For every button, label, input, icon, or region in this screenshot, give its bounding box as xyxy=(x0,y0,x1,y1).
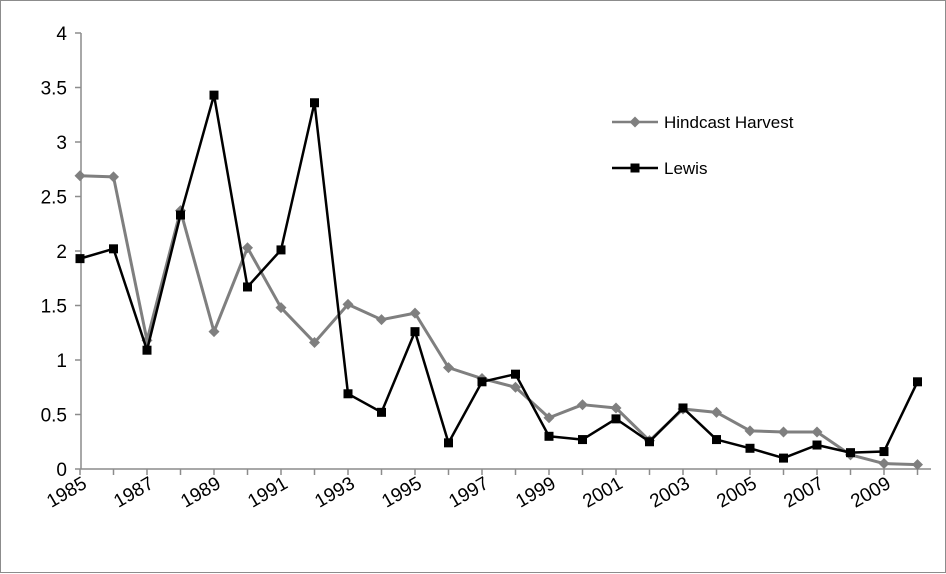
series-line xyxy=(79,93,919,460)
data-point-diamond xyxy=(577,399,588,411)
data-point-square xyxy=(209,90,219,100)
y-tick-label: 2.5 xyxy=(41,188,67,209)
series-line xyxy=(79,174,918,467)
data-point-diamond xyxy=(610,402,622,414)
x-tick-label: 2001 xyxy=(579,473,626,512)
data-point-square xyxy=(310,98,319,108)
data-point-diamond xyxy=(778,426,789,438)
data-point-square xyxy=(176,210,185,220)
series-hindcast-harvest xyxy=(74,170,923,471)
data-point-diamond xyxy=(543,412,555,424)
x-tick-label: 1989 xyxy=(177,473,224,512)
data-point-square xyxy=(578,435,587,445)
data-point-square xyxy=(678,403,688,413)
data-point-diamond xyxy=(443,362,454,374)
x-tick-label: 1995 xyxy=(378,473,425,512)
data-point-diamond xyxy=(510,381,521,393)
x-tick-label: 2005 xyxy=(713,473,760,512)
x-tick-label: 1987 xyxy=(110,473,157,512)
data-point-square xyxy=(75,254,85,264)
x-tick-label: 2003 xyxy=(646,473,693,512)
data-point-diamond xyxy=(811,426,823,438)
data-point-diamond xyxy=(409,307,421,319)
x-tick-label: 1993 xyxy=(311,473,358,512)
data-point-square xyxy=(544,431,554,441)
legend-marker-diamond xyxy=(629,116,641,128)
legend-item-lewis: Lewis xyxy=(612,159,707,178)
data-point-square xyxy=(712,435,721,445)
data-point-diamond xyxy=(309,337,320,349)
data-point-square xyxy=(745,443,755,453)
data-point-diamond xyxy=(744,425,756,437)
data-point-diamond xyxy=(74,170,86,182)
y-tick-label: 2 xyxy=(56,242,67,263)
x-tick-label: 2007 xyxy=(780,473,827,512)
y-tick-label: 1 xyxy=(56,351,67,372)
data-point-square xyxy=(779,453,788,463)
legend: Hindcast Harvest Lewis xyxy=(612,113,794,178)
data-point-diamond xyxy=(275,302,287,314)
data-point-square xyxy=(109,244,118,254)
data-point-square xyxy=(645,437,654,447)
data-point-square xyxy=(913,377,922,387)
legend-label: Lewis xyxy=(664,159,707,178)
data-point-square xyxy=(377,407,386,417)
y-tick-label: 1.5 xyxy=(41,297,67,318)
data-point-diamond xyxy=(208,326,220,338)
data-point-square xyxy=(444,438,453,448)
y-tick-label: 0.5 xyxy=(41,406,67,427)
legend-label: Hindcast Harvest xyxy=(664,113,794,132)
data-point-square xyxy=(846,448,855,458)
data-point-diamond xyxy=(108,171,119,183)
data-point-square xyxy=(511,369,520,379)
data-point-square xyxy=(477,377,487,387)
y-tick-label: 0 xyxy=(56,460,67,481)
data-point-square xyxy=(812,440,822,450)
x-tick-label: 1991 xyxy=(244,473,291,512)
data-point-square xyxy=(142,345,152,355)
y-tick-label: 3 xyxy=(56,133,67,154)
series-lewis xyxy=(75,90,922,463)
legend-item-hindcast-harvest: Hindcast Harvest xyxy=(612,113,794,132)
data-point-square xyxy=(879,447,889,457)
data-point-diamond xyxy=(376,314,387,326)
data-point-square xyxy=(611,414,621,424)
data-point-square xyxy=(343,389,353,399)
data-point-diamond xyxy=(912,459,923,471)
y-tick-label: 3.5 xyxy=(41,79,67,100)
series-layer xyxy=(74,90,923,471)
x-tick-label: 1997 xyxy=(445,473,492,512)
x-tick-label: 1999 xyxy=(512,473,559,512)
data-point-diamond xyxy=(242,242,253,254)
data-point-square xyxy=(276,245,286,255)
legend-marker-square xyxy=(630,163,640,173)
y-tick-label: 4 xyxy=(56,24,67,45)
data-point-diamond xyxy=(342,298,354,310)
data-point-diamond xyxy=(711,406,722,418)
x-axis-ticks: 1985 1987 1989 1991 1993 1995 1997 1999 2001 2003… xyxy=(43,469,919,512)
data-point-square xyxy=(243,282,252,292)
data-point-diamond xyxy=(878,458,890,470)
data-point-square xyxy=(410,327,420,337)
y-axis-ticks: 0 0.5 1 1.5 2 2.5 3 3.5 4 xyxy=(41,24,81,481)
x-tick-label: 2009 xyxy=(847,473,894,512)
